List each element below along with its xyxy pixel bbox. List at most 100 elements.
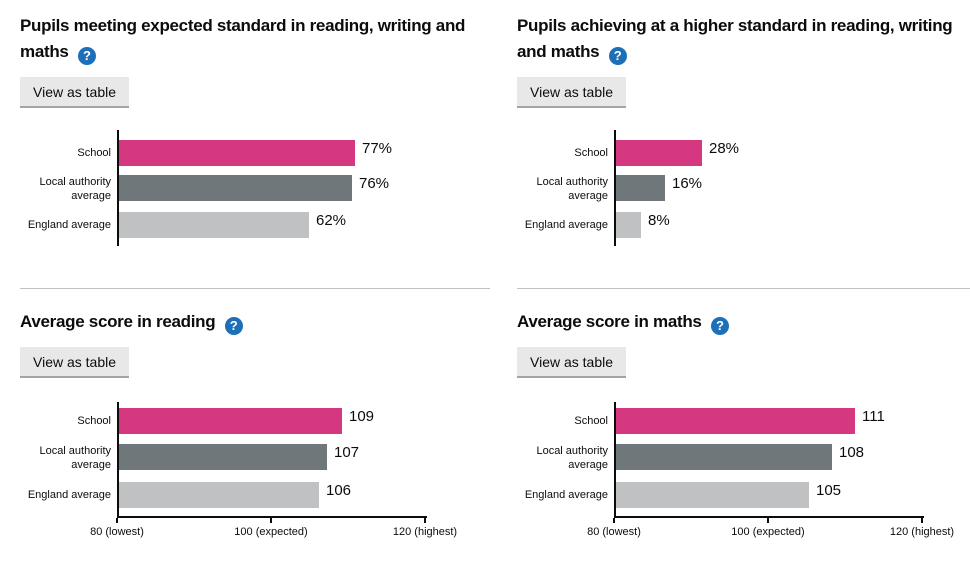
bar-row: England average 62% [20, 212, 488, 238]
chart-title: Average score in reading ? [20, 309, 488, 335]
bar-row: England average 8% [517, 212, 970, 238]
x-axis-tick [921, 518, 923, 523]
view-as-table-button[interactable]: View as table [20, 77, 130, 106]
value-label: 109 [349, 408, 375, 425]
value-label: 107 [334, 444, 360, 461]
bar [616, 482, 809, 508]
bar-track: 111 [616, 408, 970, 434]
bar-track: 107 [119, 444, 488, 472]
bar [119, 408, 342, 434]
help-icon[interactable]: ? [78, 47, 97, 65]
help-icon[interactable]: ? [711, 317, 730, 335]
bar-row: Local authority average 76% [20, 175, 488, 203]
value-label: 77% [362, 140, 393, 157]
y-axis-line [117, 130, 119, 246]
bar-track: 108 [616, 444, 970, 472]
view-as-table-button[interactable]: View as table [20, 347, 130, 376]
x-axis-tick [767, 518, 769, 523]
category-label: Local authority average [39, 445, 111, 471]
chart-title: Average score in maths ? [517, 309, 970, 335]
value-label: 62% [316, 212, 347, 229]
bar-row: School 111 [517, 408, 970, 434]
category-label: England average [524, 489, 608, 501]
bar-track: 76% [119, 175, 488, 203]
bar-track: 105 [616, 482, 970, 508]
chart-title-text: Pupils meeting expected standard in read… [20, 16, 466, 61]
bar [119, 482, 319, 508]
x-axis: 80 (lowest) 100 (expected) 120 (highest) [90, 516, 457, 542]
bar-row: England average 106 [20, 482, 488, 508]
chart-section-reading-score: Average score in reading ? View as table… [20, 309, 488, 542]
bar [119, 212, 309, 238]
bar-chart-higher-standard: School 28% Local authority average 16% Engla… [517, 130, 970, 246]
category-label: School [77, 415, 111, 427]
value-label: 108 [839, 444, 865, 461]
x-axis: 80 (lowest) 100 (expected) 120 (highest) [587, 516, 954, 542]
x-axis-tick-label: 100 (expected) [731, 526, 805, 538]
bar [119, 444, 327, 470]
chart-title: Pupils meeting expected standard in read… [20, 13, 488, 65]
value-label: 111 [862, 408, 885, 425]
bar [616, 212, 641, 238]
bar-row: School 109 [20, 408, 488, 434]
value-label: 106 [326, 482, 352, 499]
bar-track: 109 [119, 408, 488, 434]
bar-row: England average 105 [517, 482, 970, 508]
value-label: 8% [648, 212, 670, 229]
category-label: England average [524, 219, 608, 231]
bar [119, 140, 355, 166]
x-axis-tick-label: 120 (highest) [889, 526, 955, 538]
section-divider [20, 288, 490, 289]
bar-track: 62% [119, 212, 488, 238]
value-label: 16% [672, 175, 703, 192]
bar [616, 444, 832, 470]
bar-chart-reading-score: School 109 Local authority average 107 Engla… [20, 402, 488, 542]
value-label: 28% [709, 140, 740, 157]
bar [119, 175, 352, 201]
chart-section-maths-score: Average score in maths ? View as table S… [517, 309, 970, 542]
bar-row: School 77% [20, 140, 488, 166]
chart-title: Pupils achieving at a higher standard in… [517, 13, 970, 65]
y-axis-line [614, 402, 616, 516]
bar [616, 408, 855, 434]
x-axis-tick-label: 120 (highest) [392, 526, 458, 538]
bar-track: 16% [616, 175, 970, 203]
chart-plot-area: School 28% Local authority average 16% Engla… [517, 130, 970, 246]
view-as-table-button[interactable]: View as table [517, 347, 627, 376]
view-as-table-button[interactable]: View as table [517, 77, 627, 106]
x-axis-tick-label: 80 (lowest) [587, 526, 641, 538]
bar-row: School 28% [517, 140, 970, 166]
y-axis-line [117, 402, 119, 516]
chart-plot-area: School 111 Local authority average 108 Engla… [517, 402, 970, 516]
x-axis-tick [613, 518, 615, 523]
bar [616, 140, 702, 166]
chart-title-text: Pupils achieving at a higher standard in… [517, 16, 953, 61]
bar-row: Local authority average 107 [20, 444, 488, 472]
category-label: School [574, 147, 608, 159]
bar-chart-expected-standard: School 77% Local authority average 76% Engla… [20, 130, 488, 246]
category-label: Local authority average [39, 176, 111, 202]
bar-row: Local authority average 16% [517, 175, 970, 203]
help-icon[interactable]: ? [608, 47, 627, 65]
bar [616, 175, 665, 201]
x-axis-tick [116, 518, 118, 523]
category-label: Local authority average [536, 176, 608, 202]
x-axis-tick-label: 80 (lowest) [90, 526, 144, 538]
category-label: School [574, 415, 608, 427]
help-icon[interactable]: ? [224, 317, 243, 335]
chart-section-expected-standard: Pupils meeting expected standard in read… [20, 13, 488, 246]
x-axis-tick-label: 100 (expected) [234, 526, 308, 538]
chart-plot-area: School 77% Local authority average 76% Engla… [20, 130, 488, 246]
bar-track: 28% [616, 140, 970, 166]
bar-track: 106 [119, 482, 488, 508]
chart-section-higher-standard: Pupils achieving at a higher standard in… [517, 13, 970, 246]
chart-title-text: Average score in reading [20, 312, 216, 331]
category-label: School [77, 147, 111, 159]
chart-plot-area: School 109 Local authority average 107 Engla… [20, 402, 488, 516]
bar-track: 77% [119, 140, 488, 166]
value-label: 105 [816, 482, 842, 499]
x-axis-tick [270, 518, 272, 523]
category-label: England average [27, 489, 111, 501]
bar-track: 8% [616, 212, 970, 238]
